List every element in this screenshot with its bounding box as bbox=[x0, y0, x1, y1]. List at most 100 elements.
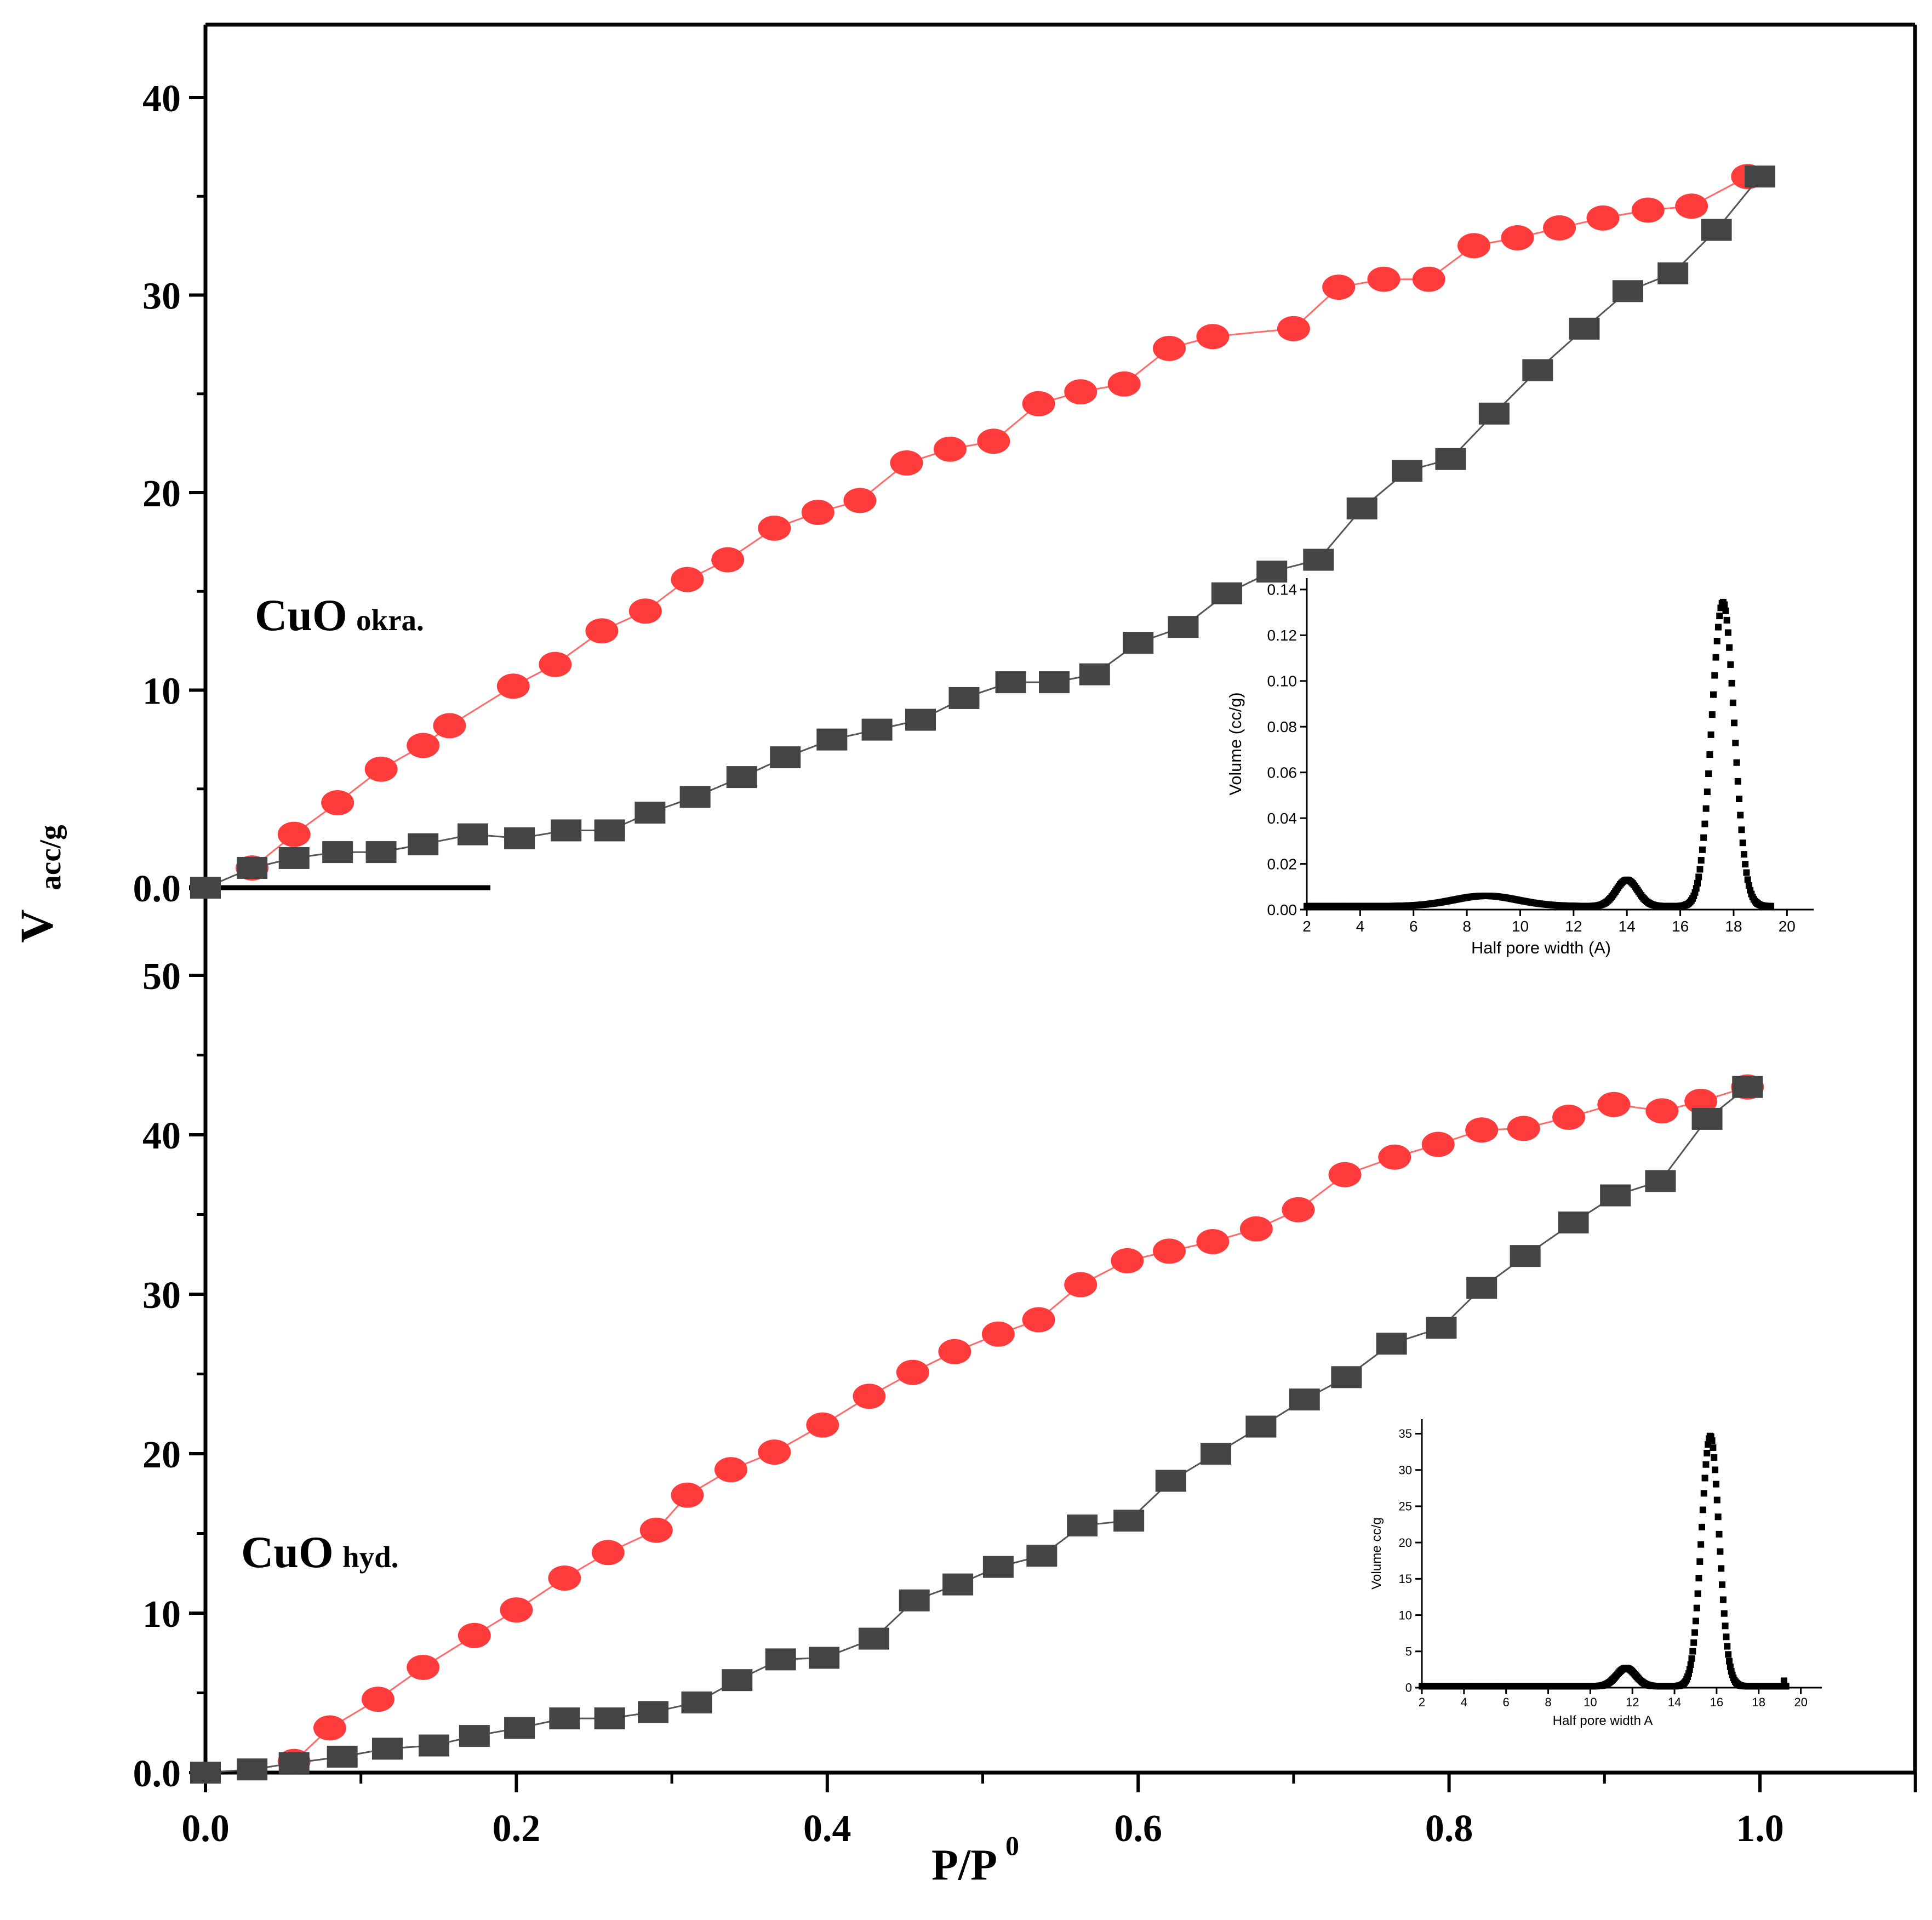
x-axis-label: P/P bbox=[931, 1841, 997, 1889]
inset-data-point bbox=[1712, 1466, 1719, 1473]
data-point bbox=[1522, 359, 1553, 381]
inset-x-tick-label: 18 bbox=[1725, 918, 1742, 935]
data-point bbox=[321, 790, 355, 815]
data-point bbox=[278, 1752, 310, 1774]
data-point bbox=[361, 1687, 395, 1712]
data-point bbox=[765, 1648, 796, 1671]
data-point bbox=[1282, 1197, 1315, 1222]
inset-data-point bbox=[1718, 1565, 1725, 1572]
data-point bbox=[1039, 671, 1070, 694]
y-tick-label: 20 bbox=[142, 1434, 181, 1476]
data-point bbox=[726, 766, 757, 788]
inset-data-point bbox=[1735, 796, 1742, 803]
series-desorption bbox=[190, 165, 1775, 899]
inset-data-point bbox=[1743, 869, 1750, 876]
x-tick-label: 0.6 bbox=[1114, 1808, 1162, 1850]
data-point bbox=[1378, 1144, 1411, 1170]
data-point bbox=[594, 819, 625, 842]
data-point bbox=[551, 819, 582, 842]
y-tick-label: 40 bbox=[142, 1115, 181, 1157]
inset-x-tick-label: 8 bbox=[1545, 1695, 1551, 1709]
inset-data-point bbox=[1694, 879, 1701, 887]
data-point bbox=[1113, 1510, 1145, 1532]
inset-data-point bbox=[1701, 820, 1708, 827]
data-point bbox=[277, 821, 311, 847]
inset-data-point bbox=[1742, 861, 1749, 868]
data-point bbox=[1022, 1307, 1055, 1333]
inset-y-axis-label-group: Volume (cc/g) bbox=[1226, 692, 1245, 795]
inset-data-point bbox=[1705, 770, 1712, 777]
inset-y-tick-label: 0.04 bbox=[1267, 810, 1297, 827]
inset-data-point bbox=[1706, 751, 1713, 758]
data-point bbox=[549, 1707, 580, 1730]
inset-data-point bbox=[1712, 654, 1719, 661]
inset-data-point bbox=[1699, 1506, 1706, 1513]
data-point bbox=[1289, 1388, 1320, 1411]
data-point bbox=[1426, 1317, 1457, 1339]
data-point bbox=[539, 652, 572, 677]
data-point bbox=[1510, 1245, 1541, 1267]
data-point bbox=[628, 598, 662, 624]
data-point bbox=[1507, 1116, 1540, 1141]
data-point bbox=[1367, 266, 1401, 292]
inset-data-point bbox=[1727, 661, 1734, 668]
inset-x-tick-label: 16 bbox=[1672, 918, 1689, 935]
data-point bbox=[1435, 448, 1466, 470]
inset-data-point bbox=[1707, 731, 1714, 738]
inset-data-point bbox=[1733, 759, 1740, 766]
data-point bbox=[1466, 1277, 1497, 1299]
inset-x-tick-label: 4 bbox=[1356, 918, 1365, 935]
inset-data-point bbox=[1713, 1496, 1720, 1504]
data-point bbox=[671, 567, 704, 592]
data-point bbox=[1239, 1216, 1273, 1242]
data-point bbox=[459, 1725, 490, 1747]
inset-data-point bbox=[1695, 1575, 1702, 1582]
data-point bbox=[408, 833, 439, 855]
data-point bbox=[942, 1573, 974, 1596]
inset-data-point bbox=[1722, 1622, 1729, 1630]
panel-okra: 0.0 10 20 30 40 CuO okra. bbox=[133, 78, 1775, 910]
inset-data-point bbox=[1780, 1677, 1787, 1687]
inset-data-point bbox=[1702, 805, 1710, 812]
inset-data-point bbox=[1731, 719, 1738, 727]
inset-y-tick-label: 0.12 bbox=[1267, 627, 1297, 644]
data-point bbox=[504, 827, 535, 849]
data-point bbox=[1600, 1184, 1631, 1207]
data-point bbox=[861, 718, 893, 741]
data-point bbox=[896, 1359, 929, 1385]
inset-y-tick-label: 20 bbox=[1399, 1536, 1412, 1550]
data-point bbox=[809, 1647, 840, 1669]
data-point bbox=[1064, 1272, 1098, 1298]
inset-data-point bbox=[1729, 699, 1736, 706]
inset-x-tick-label: 14 bbox=[1668, 1695, 1681, 1709]
y-tick-label: 20 bbox=[142, 473, 181, 515]
data-point bbox=[1168, 616, 1199, 638]
data-point bbox=[711, 547, 745, 573]
inset-data-point bbox=[1702, 1461, 1710, 1468]
data-point bbox=[1026, 1545, 1058, 1567]
inset-data-point bbox=[1720, 1610, 1728, 1617]
inset-x-axis-label: Half pore width (A) bbox=[1471, 938, 1611, 957]
inset-y-tick-label: 35 bbox=[1399, 1427, 1412, 1441]
data-point bbox=[890, 450, 923, 476]
data-point bbox=[504, 1717, 535, 1739]
inset-data-point bbox=[1739, 839, 1746, 847]
data-point bbox=[1631, 197, 1665, 223]
inset-data-point bbox=[1686, 1666, 1693, 1673]
inset-data-point bbox=[1708, 1437, 1716, 1444]
panel-label: CuO bbox=[255, 590, 347, 640]
data-point bbox=[948, 687, 980, 709]
series-line bbox=[205, 176, 1761, 889]
y-tick-label: 40 bbox=[142, 78, 181, 120]
inset-data-point bbox=[1690, 1639, 1697, 1646]
series-adsorption bbox=[236, 164, 1764, 881]
inset-data-point bbox=[1732, 739, 1739, 746]
data-point bbox=[458, 1622, 491, 1648]
data-point bbox=[1196, 1228, 1230, 1254]
inset-y-tick-label: 15 bbox=[1399, 1572, 1412, 1586]
inset-x-tick-label: 20 bbox=[1779, 918, 1796, 935]
data-point bbox=[770, 746, 801, 769]
data-point bbox=[190, 877, 221, 899]
series-desorption bbox=[190, 1076, 1763, 1784]
